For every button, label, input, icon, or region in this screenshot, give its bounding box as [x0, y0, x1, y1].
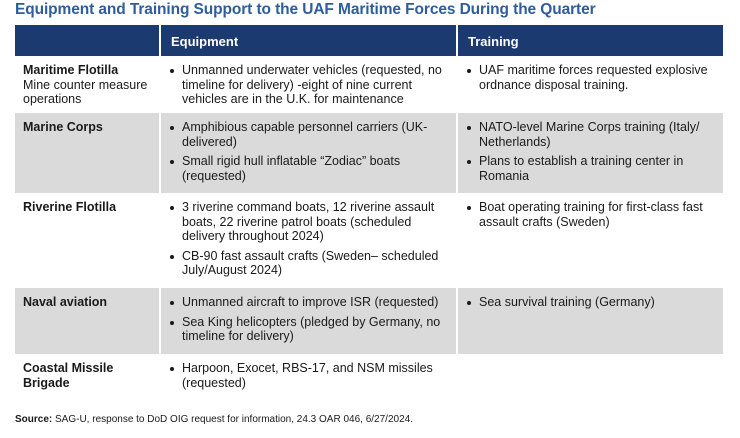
unit-cell: Marine Corps	[15, 113, 160, 193]
unit-cell: Coastal Missile Brigade	[15, 354, 160, 402]
unit-name: Coastal Missile Brigade	[23, 361, 114, 390]
table-row: Naval aviation Unmanned aircraft to impr…	[15, 288, 723, 354]
equipment-cell: 3 riverine command boats, 12 riverine as…	[159, 193, 457, 288]
list-item: Boat operating training for first-class …	[466, 200, 717, 229]
unit-name: Naval aviation	[23, 295, 108, 309]
training-cell: Sea survival training (Germany)	[456, 288, 723, 354]
unit-cell: Naval aviation	[15, 288, 160, 354]
list-item: Unmanned underwater vehicles (requested,…	[169, 63, 450, 107]
list-item: Unmanned aircraft to improve ISR (reques…	[169, 295, 450, 310]
unit-name: Maritime Flotilla	[23, 63, 119, 77]
training-cell: NATO-level Marine Corps training (Italy/…	[456, 113, 723, 193]
page-title: Equipment and Training Support to the UA…	[15, 1, 596, 18]
unit-cell: Riverine Flotilla	[15, 193, 160, 288]
list-item: Amphibious capable personnel carriers (U…	[169, 120, 450, 149]
table-row: Riverine Flotilla 3 riverine command boa…	[15, 193, 723, 288]
equipment-cell: Unmanned aircraft to improve ISR (reques…	[159, 288, 457, 354]
equipment-cell: Amphibious capable personnel carriers (U…	[159, 113, 457, 193]
list-item: CB-90 fast assault crafts (Sweden– sched…	[169, 249, 450, 278]
list-item: NATO-level Marine Corps training (Italy/…	[466, 120, 717, 149]
header-row: Equipment Training	[15, 25, 723, 56]
unit-cell: Maritime Flotilla Mine counter measure o…	[15, 56, 160, 113]
equipment-cell: Unmanned underwater vehicles (requested,…	[159, 56, 457, 113]
list-item: Harpoon, Exocet, RBS-17, and NSM missile…	[169, 361, 450, 390]
header-equipment: Equipment	[159, 25, 457, 56]
list-item: 3 riverine command boats, 12 riverine as…	[169, 200, 450, 244]
table-row: Marine Corps Amphibious capable personne…	[15, 113, 723, 193]
training-cell: UAF maritime forces requested explosive …	[456, 56, 723, 113]
unit-name: Marine Corps	[23, 120, 103, 134]
support-table: Equipment Training Maritime Flotilla Min…	[15, 25, 723, 402]
table-row: Coastal Missile Brigade Harpoon, Exocet,…	[15, 354, 723, 402]
list-item: Sea King helicopters (pledged by Germany…	[169, 315, 450, 344]
list-item: Small rigid hull inflatable “Zodiac” boa…	[169, 154, 450, 183]
source-note: Source: SAG-U, response to DoD OIG reque…	[15, 414, 413, 425]
source-text: SAG-U, response to DoD OIG request for i…	[52, 414, 413, 425]
equipment-cell: Harpoon, Exocet, RBS-17, and NSM missile…	[159, 354, 457, 402]
table-row: Maritime Flotilla Mine counter measure o…	[15, 56, 723, 113]
list-item: Plans to establish a training center in …	[466, 154, 717, 183]
header-training: Training	[456, 25, 723, 56]
unit-name: Riverine Flotilla	[23, 200, 117, 214]
training-cell	[456, 354, 723, 402]
source-label: Source:	[15, 414, 53, 425]
list-item: Sea survival training (Germany)	[466, 295, 717, 310]
list-item: UAF maritime forces requested explosive …	[466, 63, 717, 92]
unit-subtitle: Mine counter measure operations	[23, 77, 148, 107]
training-cell: Boat operating training for first-class …	[456, 193, 723, 288]
header-unit	[15, 25, 160, 56]
